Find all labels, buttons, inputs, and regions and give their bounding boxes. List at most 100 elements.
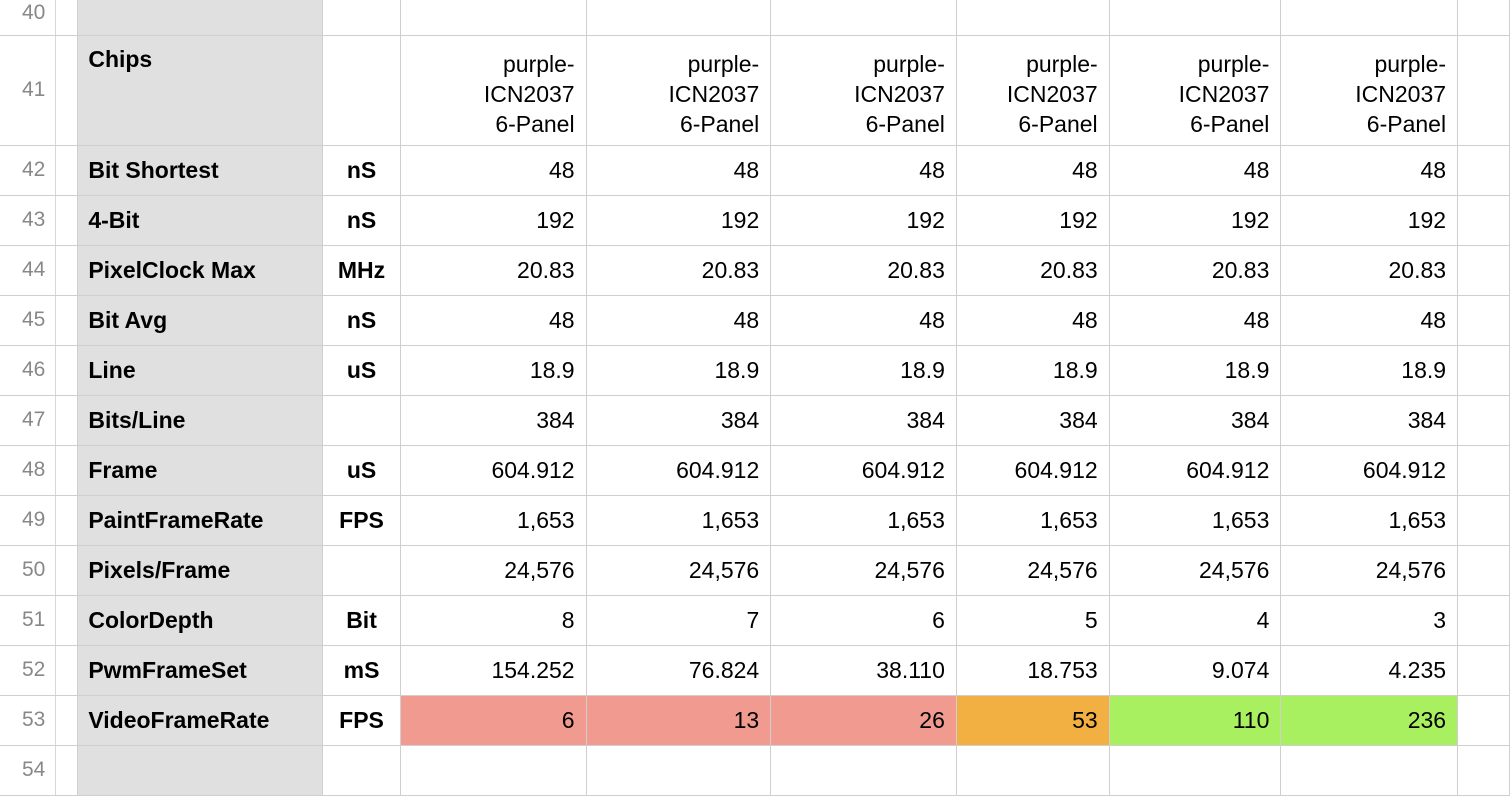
value-cell[interactable]: 1,653 [770, 495, 957, 546]
cell[interactable] [1457, 35, 1510, 146]
value-cell[interactable]: 48 [1280, 295, 1459, 346]
value-cell[interactable]: 192 [956, 195, 1110, 246]
value-cell[interactable]: 48 [586, 145, 772, 196]
value-cell[interactable]: 3 [1280, 595, 1459, 646]
chip-header-cell[interactable]: purple- ICN2037 6-Panel [1280, 35, 1459, 146]
value-cell[interactable]: 604.912 [586, 445, 772, 496]
value-cell[interactable]: 18.753 [956, 645, 1110, 696]
value-cell[interactable]: 384 [1280, 395, 1459, 446]
cell[interactable] [322, 0, 401, 36]
value-cell[interactable]: 20.83 [1109, 245, 1282, 296]
cell[interactable] [586, 745, 772, 796]
value-cell[interactable]: 1,653 [586, 495, 772, 546]
value-cell[interactable]: 1,653 [1280, 495, 1459, 546]
cell[interactable] [400, 745, 587, 796]
value-cell[interactable]: 18.9 [770, 345, 957, 396]
cell[interactable] [1457, 495, 1510, 546]
value-cell[interactable]: 110 [1109, 695, 1282, 746]
unit-cell[interactable]: mS [322, 645, 401, 696]
row-label-cell[interactable]: Line [77, 345, 324, 396]
value-cell[interactable]: 24,576 [400, 545, 587, 596]
cell[interactable] [1457, 595, 1510, 646]
cell[interactable] [1457, 295, 1510, 346]
chip-header-cell[interactable]: purple- ICN2037 6-Panel [956, 35, 1110, 146]
unit-cell[interactable] [322, 395, 401, 446]
value-cell[interactable]: 1,653 [956, 495, 1110, 546]
row-label-cell[interactable]: Frame [77, 445, 324, 496]
value-cell[interactable]: 20.83 [586, 245, 772, 296]
row-label-cell[interactable]: Chips [77, 35, 324, 146]
cell[interactable] [956, 745, 1110, 796]
value-cell[interactable]: 24,576 [770, 545, 957, 596]
value-cell[interactable]: 48 [586, 295, 772, 346]
cell[interactable] [1457, 245, 1510, 296]
value-cell[interactable]: 7 [586, 595, 772, 646]
value-cell[interactable]: 18.9 [586, 345, 772, 396]
value-cell[interactable]: 1,653 [400, 495, 587, 546]
value-cell[interactable]: 18.9 [956, 345, 1110, 396]
value-cell[interactable]: 192 [400, 195, 587, 246]
chip-header-cell[interactable]: purple- ICN2037 6-Panel [586, 35, 772, 146]
value-cell[interactable]: 20.83 [400, 245, 587, 296]
value-cell[interactable]: 18.9 [1280, 345, 1459, 396]
unit-cell[interactable]: MHz [322, 245, 401, 296]
chip-header-cell[interactable]: purple- ICN2037 6-Panel [400, 35, 587, 146]
value-cell[interactable]: 604.912 [1280, 445, 1459, 496]
cell[interactable] [1457, 645, 1510, 696]
value-cell[interactable]: 18.9 [400, 345, 587, 396]
cell[interactable] [77, 745, 324, 796]
value-cell[interactable]: 236 [1280, 695, 1459, 746]
cell[interactable] [586, 0, 772, 36]
value-cell[interactable]: 24,576 [1109, 545, 1282, 596]
value-cell[interactable]: 48 [1109, 145, 1282, 196]
value-cell[interactable]: 20.83 [956, 245, 1110, 296]
chip-header-cell[interactable]: purple- ICN2037 6-Panel [1109, 35, 1282, 146]
cell[interactable] [1457, 195, 1510, 246]
cell[interactable] [1109, 0, 1282, 36]
cell[interactable] [770, 0, 957, 36]
value-cell[interactable]: 604.912 [1109, 445, 1282, 496]
value-cell[interactable]: 192 [770, 195, 957, 246]
value-cell[interactable]: 24,576 [586, 545, 772, 596]
value-cell[interactable]: 192 [1109, 195, 1282, 246]
value-cell[interactable]: 5 [956, 595, 1110, 646]
chip-header-cell[interactable]: purple- ICN2037 6-Panel [770, 35, 957, 146]
row-label-cell[interactable]: PixelClock Max [77, 245, 324, 296]
cell[interactable] [322, 745, 401, 796]
cell[interactable] [1457, 145, 1510, 196]
row-label-cell[interactable]: Bit Shortest [77, 145, 324, 196]
value-cell[interactable]: 20.83 [1280, 245, 1459, 296]
value-cell[interactable]: 8 [400, 595, 587, 646]
value-cell[interactable]: 384 [770, 395, 957, 446]
unit-cell[interactable]: nS [322, 295, 401, 346]
value-cell[interactable]: 48 [770, 145, 957, 196]
unit-cell[interactable] [322, 35, 401, 146]
cell[interactable] [1457, 745, 1510, 796]
value-cell[interactable]: 384 [400, 395, 587, 446]
row-label-cell[interactable]: ColorDepth [77, 595, 324, 646]
value-cell[interactable]: 9.074 [1109, 645, 1282, 696]
value-cell[interactable]: 154.252 [400, 645, 587, 696]
value-cell[interactable]: 384 [586, 395, 772, 446]
value-cell[interactable]: 20.83 [770, 245, 957, 296]
value-cell[interactable]: 6 [400, 695, 587, 746]
value-cell[interactable]: 604.912 [770, 445, 957, 496]
unit-cell[interactable]: uS [322, 345, 401, 396]
cell[interactable] [1457, 395, 1510, 446]
value-cell[interactable]: 48 [956, 295, 1110, 346]
row-label-cell[interactable]: Pixels/Frame [77, 545, 324, 596]
value-cell[interactable]: 48 [956, 145, 1110, 196]
value-cell[interactable]: 192 [1280, 195, 1459, 246]
value-cell[interactable]: 48 [1280, 145, 1459, 196]
unit-cell[interactable]: uS [322, 445, 401, 496]
cell[interactable] [1457, 345, 1510, 396]
value-cell[interactable]: 48 [400, 145, 587, 196]
value-cell[interactable]: 26 [770, 695, 957, 746]
value-cell[interactable]: 604.912 [956, 445, 1110, 496]
cell[interactable] [1457, 545, 1510, 596]
value-cell[interactable]: 76.824 [586, 645, 772, 696]
value-cell[interactable]: 384 [1109, 395, 1282, 446]
cell[interactable] [1457, 0, 1510, 36]
cell[interactable] [1280, 0, 1459, 36]
row-label-cell[interactable]: 4-Bit [77, 195, 324, 246]
